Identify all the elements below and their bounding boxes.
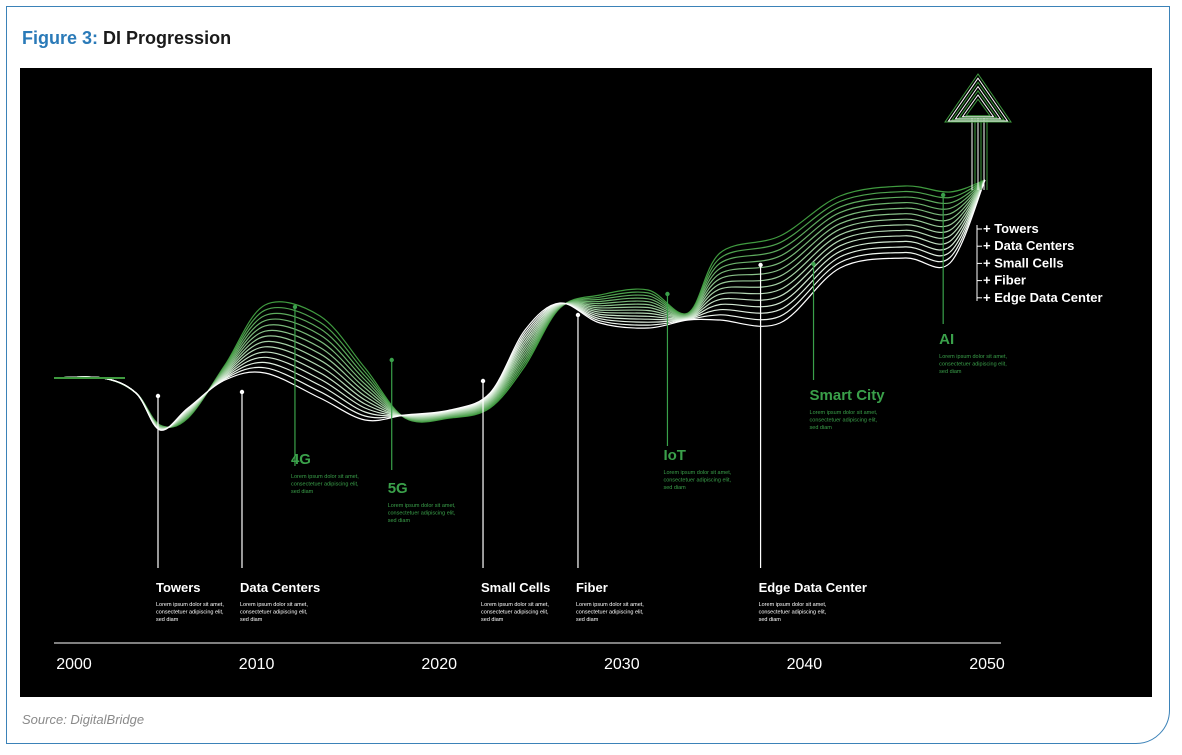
arrow-head — [961, 94, 995, 118]
milestone-data-centers — [239, 389, 245, 568]
summary-item: + Towers — [983, 221, 1039, 236]
wave-bundle — [53, 179, 986, 431]
milestone-title: Fiber — [576, 580, 608, 595]
milestone-description: sed diam — [481, 617, 504, 623]
milestone-description: consectetuer adipiscing elit, — [156, 610, 224, 616]
milestone-description: consectetuer adipiscing elit, — [939, 362, 1007, 368]
milestone-description: sed diam — [663, 485, 686, 491]
milestone-small-cells — [480, 378, 486, 568]
milestone-description: Lorem ipsum dolor sit amet, — [810, 410, 878, 416]
milestone-fiber — [575, 312, 581, 568]
milestone-description: consectetuer adipiscing elit, — [759, 610, 827, 616]
arrow-head — [947, 77, 1009, 122]
milestone-title: IoT — [663, 447, 686, 464]
milestone-description: sed diam — [576, 617, 599, 623]
milestone-description: sed diam — [759, 617, 782, 623]
figure-number: Figure 3: — [22, 28, 99, 48]
milestone-title: Small Cells — [481, 580, 550, 595]
milestone-description: sed diam — [939, 369, 962, 375]
figure-title: Figure 3: DI Progression — [22, 28, 231, 49]
milestone-towers — [155, 393, 161, 568]
milestone-description: sed diam — [810, 425, 833, 431]
milestone-description: Lorem ipsum dolor sit amet, — [156, 602, 224, 608]
milestone-dot — [811, 261, 816, 267]
milestone-dot — [480, 378, 486, 384]
milestone-description: consectetuer adipiscing elit, — [576, 610, 644, 616]
arrow-head — [954, 85, 1002, 120]
summary-list — [976, 225, 982, 301]
milestone-dot — [575, 312, 581, 318]
milestone-description: sed diam — [156, 617, 179, 623]
milestone-description: consectetuer adipiscing elit, — [388, 511, 456, 517]
milestone-description: Lorem ipsum dolor sit amet, — [759, 602, 827, 608]
milestone-description: Lorem ipsum dolor sit amet, — [291, 474, 359, 480]
milestone-ai — [940, 192, 946, 324]
axis-tick-label: 2040 — [787, 656, 823, 673]
figure-title-text: DI Progression — [103, 28, 232, 48]
milestone-dot — [239, 389, 245, 395]
summary-item: + Fiber — [983, 273, 1026, 288]
milestone-description: sed diam — [388, 518, 411, 524]
milestone-smart-city — [811, 261, 816, 380]
wave-line — [53, 179, 986, 428]
arrow-head — [965, 98, 991, 117]
milestone-edge-data-center — [758, 262, 763, 568]
milestone-title: Edge Data Center — [759, 580, 867, 595]
arrow-head — [958, 89, 998, 119]
milestone-description: sed diam — [240, 617, 263, 623]
milestone-description: Lorem ipsum dolor sit amet, — [481, 602, 549, 608]
milestone-title: 5G — [388, 480, 408, 497]
milestone-description: consectetuer adipiscing elit, — [291, 482, 359, 488]
progression-diagram: Towers Lorem ipsum dolor sit amet, consect… — [53, 73, 1103, 673]
milestone-description: consectetuer adipiscing elit, — [481, 610, 549, 616]
milestone-5g — [389, 357, 394, 470]
milestone-dot — [292, 304, 298, 310]
wave-line — [53, 179, 986, 431]
up-arrow-icon — [944, 73, 1012, 190]
source-note: Source: DigitalBridge — [22, 712, 145, 727]
milestone-dot — [940, 192, 946, 198]
milestone-4g — [292, 304, 298, 466]
milestone-description: consectetuer adipiscing elit, — [663, 478, 731, 484]
milestone-description: Lorem ipsum dolor sit amet, — [663, 470, 731, 476]
milestone-dot — [155, 393, 161, 399]
arrow-head — [951, 81, 1005, 121]
milestone-description: Lorem ipsum dolor sit amet, — [240, 602, 308, 608]
milestone-title: Towers — [156, 580, 201, 595]
milestone-description: sed diam — [291, 489, 314, 495]
milestone-title: Smart City — [810, 387, 886, 404]
axis-tick-label: 2030 — [604, 656, 640, 673]
milestone-dot — [389, 357, 394, 363]
milestone-title: Data Centers — [240, 580, 320, 595]
axis-tick-label: 2010 — [239, 656, 275, 673]
milestone-title: 4G — [291, 451, 311, 468]
arrow-head — [944, 73, 1012, 123]
milestone-iot — [665, 291, 670, 446]
summary-item: + Data Centers — [983, 238, 1074, 253]
axis-tick-label: 2000 — [56, 656, 92, 673]
milestone-description: Lorem ipsum dolor sit amet, — [939, 354, 1007, 360]
milestone-description: Lorem ipsum dolor sit amet, — [576, 602, 644, 608]
milestone-dot — [758, 262, 763, 268]
milestone-description: consectetuer adipiscing elit, — [810, 418, 878, 424]
milestone-description: Lorem ipsum dolor sit amet, — [388, 503, 456, 509]
milestone-dot — [665, 291, 670, 297]
diagram-panel: Towers Lorem ipsum dolor sit amet, consect… — [20, 68, 1152, 697]
milestone-title: AI — [939, 331, 954, 348]
summary-item: + Edge Data Center — [983, 290, 1103, 305]
axis-tick-label: 2050 — [969, 656, 1005, 673]
summary-item: + Small Cells — [983, 255, 1064, 270]
milestone-description: consectetuer adipiscing elit, — [240, 610, 308, 616]
axis-tick-label: 2020 — [421, 656, 457, 673]
